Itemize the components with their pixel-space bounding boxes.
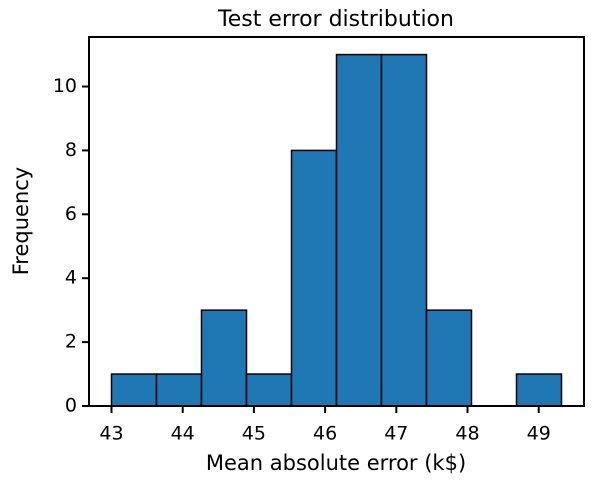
x-tick-label: 45 (242, 423, 266, 445)
x-tick-label: 47 (384, 423, 408, 445)
x-tick-label: 46 (313, 423, 337, 445)
bar (425, 309, 473, 407)
bar (200, 309, 248, 407)
x-tick-label: 44 (171, 423, 195, 445)
bar (290, 149, 338, 407)
bar (155, 373, 203, 407)
bar (110, 373, 158, 407)
x-tick-label: 48 (455, 423, 479, 445)
y-tick-label: 2 (65, 331, 77, 353)
y-tick-label: 6 (65, 203, 77, 225)
chart-title: Test error distribution (217, 7, 454, 32)
y-tick-label: 0 (65, 395, 77, 417)
y-tick-label: 8 (65, 139, 77, 161)
y-tick-label: 4 (65, 267, 77, 289)
bar (335, 53, 383, 407)
x-tick-label: 43 (99, 423, 123, 445)
bar (515, 373, 563, 407)
y-tick-label: 10 (53, 75, 77, 97)
plot-frame (88, 36, 585, 407)
x-axis-label: Mean absolute error (k$) (206, 451, 466, 475)
bar (380, 53, 428, 407)
bar (245, 373, 293, 407)
y-axis-label: Frequency (9, 167, 33, 276)
x-tick-label: 49 (527, 423, 551, 445)
